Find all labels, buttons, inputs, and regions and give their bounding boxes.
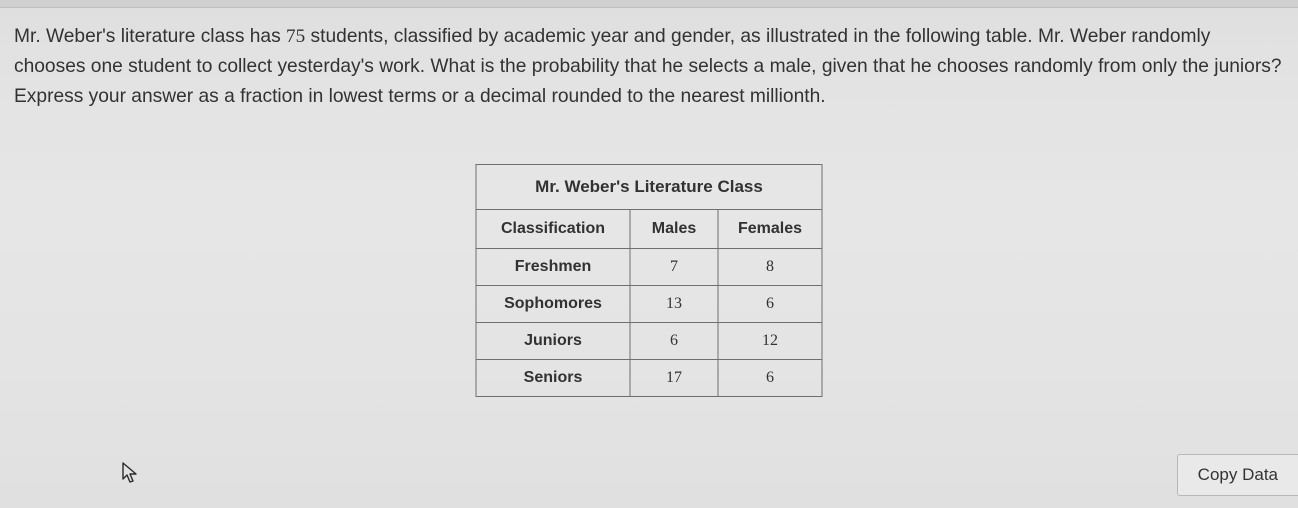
cell-males: 7 [630,249,718,286]
cell-classification: Freshmen [476,249,630,286]
cell-females: 6 [718,286,822,323]
question-number: 75 [286,26,305,47]
cell-females: 12 [718,323,822,360]
cell-classification: Sophomores [476,286,630,323]
table-caption: Mr. Weber's Literature Class [476,165,822,210]
cell-males: 6 [630,323,718,360]
table-header-males: Males [630,210,718,249]
cell-females: 6 [718,360,822,397]
cell-classification: Seniors [476,360,630,397]
cell-males: 13 [630,286,718,323]
question-text: Mr. Weber's literature class has 75 stud… [14,22,1284,111]
cell-classification: Juniors [476,323,630,360]
copy-data-button[interactable]: Copy Data [1177,454,1298,496]
table-row: Juniors 6 12 [476,323,822,360]
data-table: Mr. Weber's Literature Class Classificat… [476,164,823,397]
window-top-strip [0,0,1298,8]
question-part-1: Mr. Weber's literature class has [14,26,286,47]
table-header-classification: Classification [476,210,630,249]
cell-females: 8 [718,249,822,286]
table-row: Freshmen 7 8 [476,249,822,286]
cell-males: 17 [630,360,718,397]
table-row: Sophomores 13 6 [476,286,822,323]
data-table-container: Mr. Weber's Literature Class Classificat… [476,164,823,397]
table-row: Seniors 17 6 [476,360,822,397]
cursor-icon [122,462,140,492]
table-header-females: Females [718,210,822,249]
